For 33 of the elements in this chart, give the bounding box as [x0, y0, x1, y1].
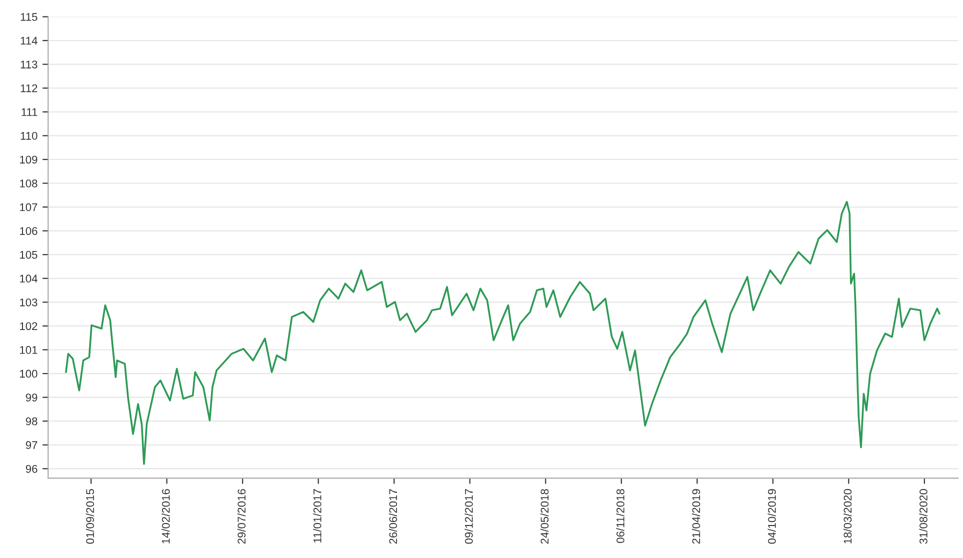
y-tick-label: 100 [20, 370, 38, 378]
y-tick-label: 112 [20, 84, 38, 92]
x-tick-label: 29/07/2016 [237, 489, 246, 544]
x-tick-label: 21/04/2019 [692, 489, 700, 544]
y-tick-label: 96 [26, 464, 38, 473]
y-tick-label: 106 [20, 227, 38, 235]
y-tick-label: 108 [20, 180, 38, 188]
x-tick-label: 11/01/2017 [313, 489, 322, 543]
y-tick-label: 98 [26, 417, 38, 426]
x-tick-label: 01/09/2015 [86, 489, 94, 544]
y-tick-label: 104 [20, 274, 38, 283]
y-tick-label: 99 [26, 394, 38, 402]
y-tick-label: 102 [20, 322, 38, 330]
x-tick-label: 24/05/2018 [540, 489, 549, 544]
y-tick-label: 101 [20, 346, 38, 354]
y-tick-label: 103 [20, 298, 38, 306]
y-tick-label: 109 [20, 156, 38, 164]
line-series [65, 200, 940, 465]
x-tick-label: 06/11/2018 [616, 489, 624, 543]
x-tick-label: 14/02/2016 [162, 489, 170, 544]
y-tick-label: 97 [26, 441, 38, 450]
x-tick-label: 09/12/2017 [464, 489, 473, 544]
y-tick-label: 111 [22, 108, 38, 116]
x-tick-label: 04/10/2019 [768, 489, 776, 544]
y-tick-label: 115 [20, 13, 38, 21]
y-tick-label: 107 [20, 203, 38, 212]
y-tick-label: 110 [20, 132, 38, 140]
x-tick-label: 26/06/2017 [388, 489, 398, 544]
y-tick-label: 105 [20, 250, 38, 259]
x-tick-label: 18/03/2020 [843, 489, 852, 544]
y-tick-label: 114 [20, 36, 38, 45]
x-tick-label: 31/08/2020 [919, 489, 928, 544]
y-tick-label: 113 [20, 60, 38, 68]
